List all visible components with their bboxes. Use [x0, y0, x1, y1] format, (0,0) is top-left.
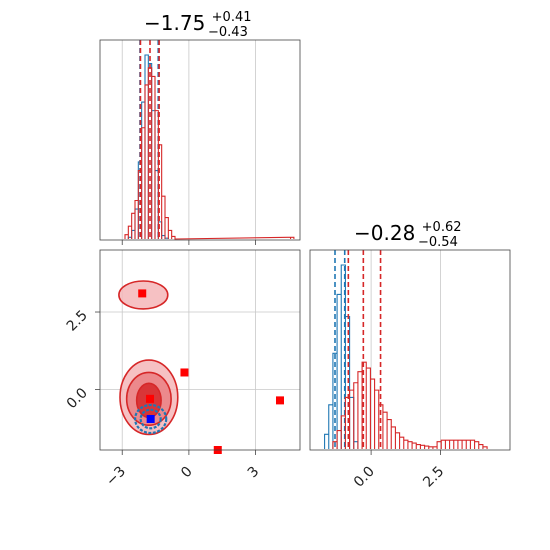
- y-tick-label: 0.0: [64, 385, 91, 412]
- grid-bottom-left: [100, 250, 300, 450]
- title-top-left-lower: −0.43: [208, 25, 248, 40]
- histogram-step: [124, 67, 295, 240]
- title-top-left-lower-text: −0.43: [208, 25, 248, 40]
- red-marker: [180, 368, 189, 377]
- blue-marker: [146, 414, 155, 423]
- histogram-step: [332, 361, 488, 449]
- x-tick-label: 0.0: [351, 464, 378, 491]
- blue-contour: [134, 403, 168, 435]
- panel-bottom-right: [309, 249, 511, 451]
- title-bottom-right-lower-text: −0.54: [418, 235, 458, 250]
- title-bottom-right: −0.28 +0.62: [354, 220, 462, 245]
- panel-top-left: [99, 39, 301, 241]
- histogram-bottom-right: [324, 250, 488, 450]
- frame-top-left: [99, 39, 301, 241]
- x-tick-label: 2.5: [420, 464, 447, 491]
- title-top-left-value: −1.75: [144, 11, 205, 35]
- y-tick-label: 2.5: [64, 308, 91, 335]
- x-tick-label: −3: [103, 464, 129, 490]
- title-bottom-right-upper: +0.62: [422, 220, 462, 235]
- blue-contour: [139, 408, 162, 430]
- x-tick-label: 3: [245, 464, 263, 482]
- frame-bottom-left: [99, 249, 301, 451]
- title-bottom-right-lower: −0.54: [418, 235, 458, 250]
- x-tick-label: 0: [178, 464, 196, 482]
- scatter-bottom-left: [118, 280, 284, 454]
- panel-bottom-left: [99, 249, 301, 454]
- histogram-top-left: [124, 40, 295, 240]
- title-bottom-right-value: −0.28: [354, 221, 415, 245]
- red-marker: [146, 394, 154, 403]
- red-marker: [138, 289, 147, 298]
- grid-bottom-right: [370, 250, 441, 450]
- title-top-left-upper: +0.41: [212, 10, 252, 25]
- red-marker: [276, 396, 284, 405]
- frame-bottom-right: [309, 249, 511, 451]
- grid-top-left: [121, 40, 256, 240]
- title-top-left: −1.75 +0.41: [144, 10, 252, 35]
